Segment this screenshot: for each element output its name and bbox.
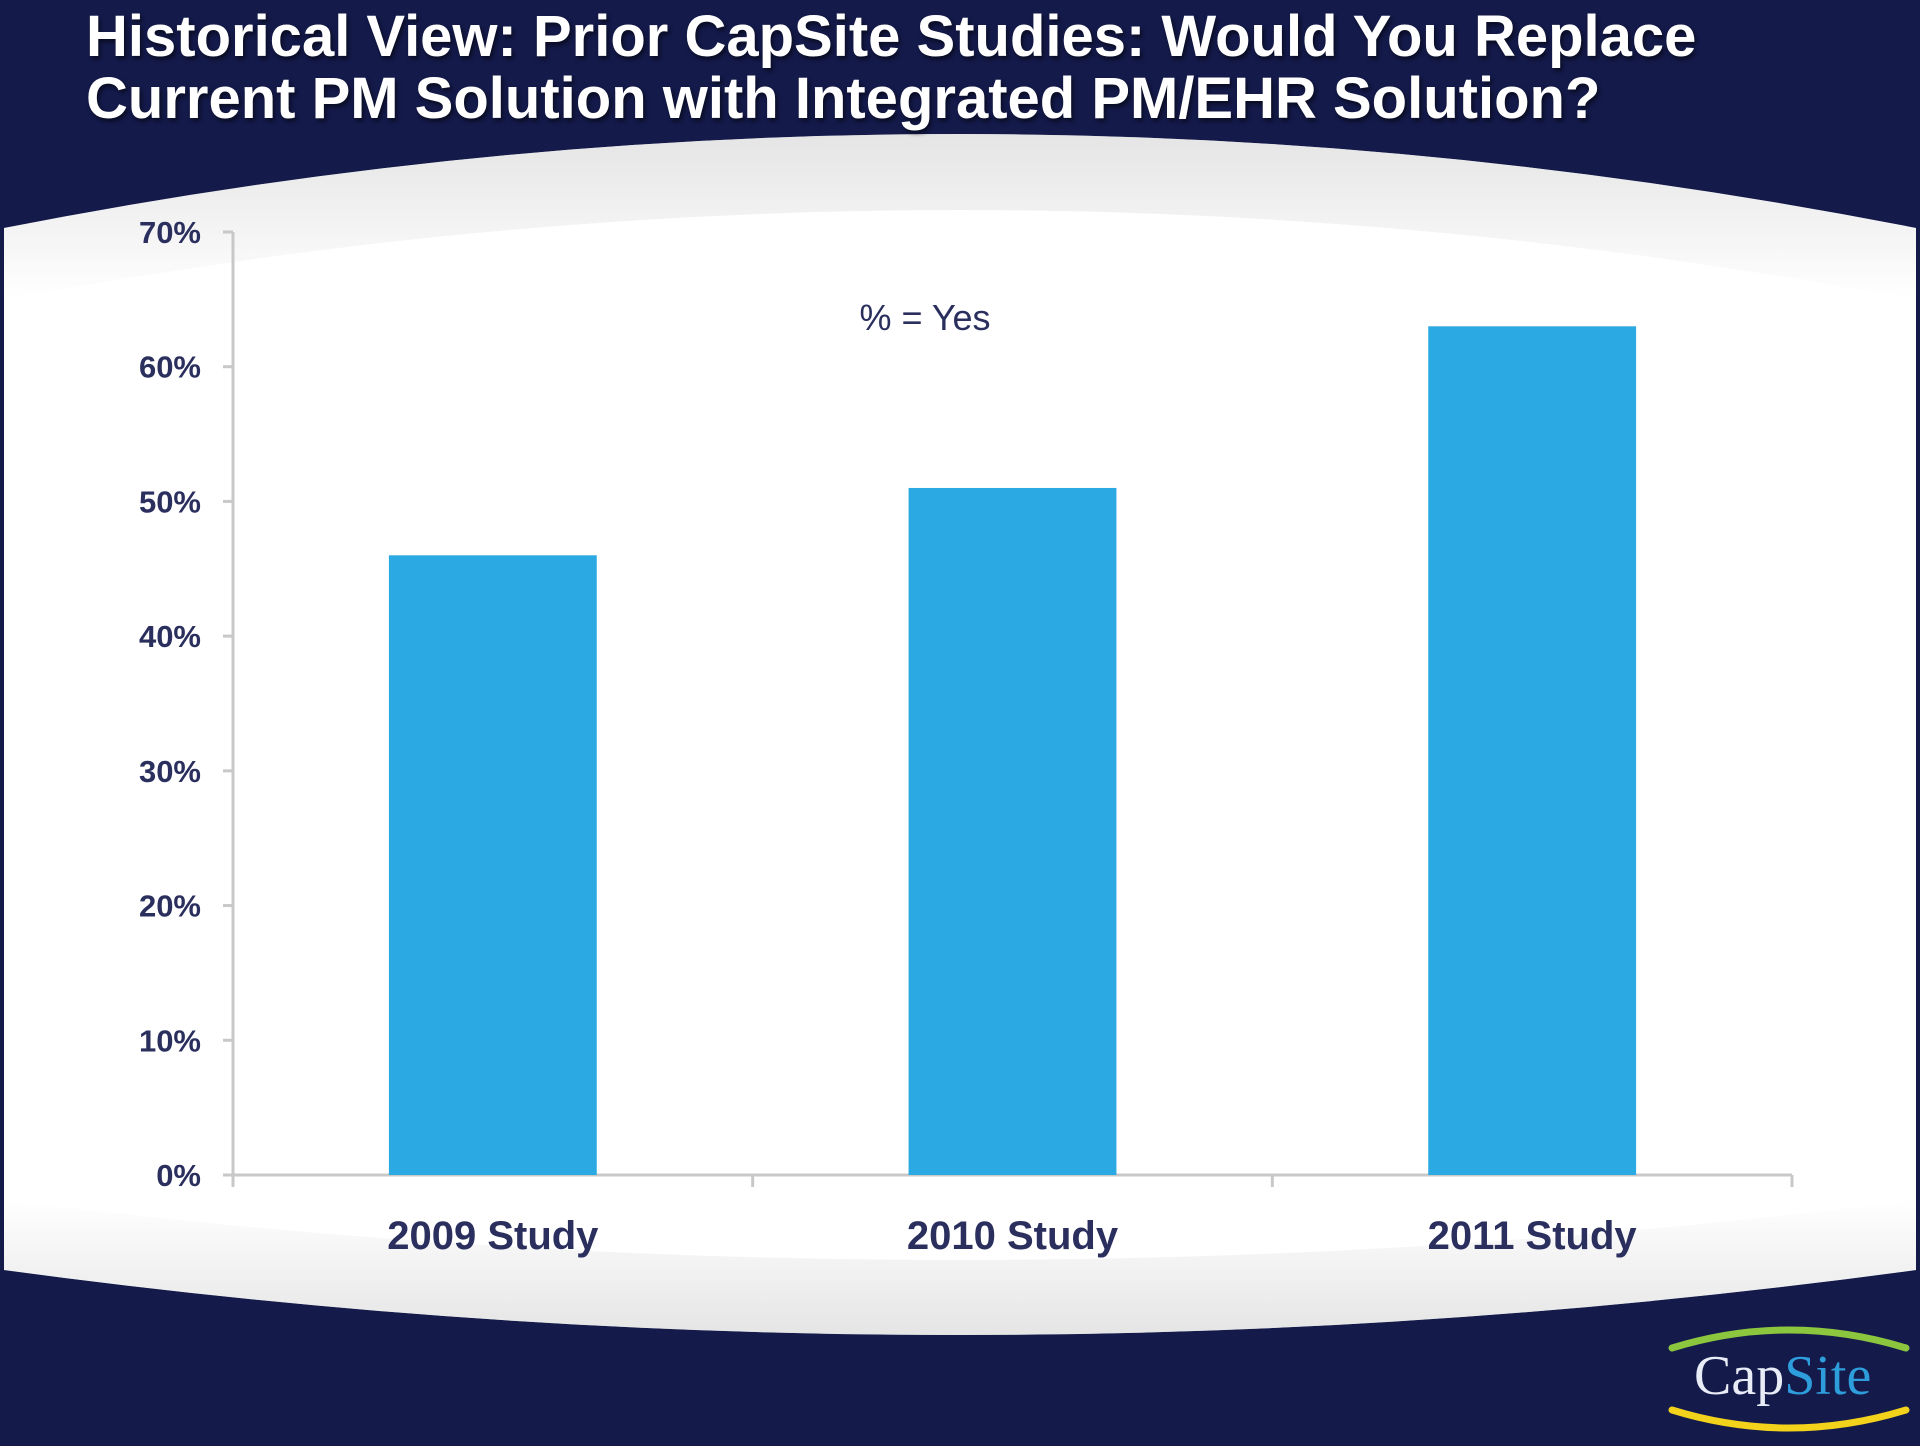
chart-annotation: % = Yes: [859, 297, 990, 338]
y-axis: 0% 10% 20% 30% 40% 50% 60% 70%: [139, 215, 235, 1193]
y-tick-label: 70%: [139, 215, 201, 250]
bars: [388, 326, 1637, 1175]
logo-text-site: Site: [1784, 1345, 1872, 1407]
bar: [1428, 326, 1637, 1175]
x-category-label: 2009 Study: [387, 1214, 599, 1258]
y-tick-label: 30%: [139, 754, 201, 789]
x-axis: 2009 Study 2010 Study 2011 Study: [231, 1173, 1794, 1258]
y-tick-label: 40%: [139, 619, 201, 654]
y-tick-label: 50%: [139, 484, 201, 519]
bar: [908, 487, 1117, 1175]
y-tick-label: 0%: [156, 1158, 201, 1193]
logo-arcs: [1668, 1326, 1910, 1432]
y-tick-label: 10%: [139, 1023, 201, 1058]
y-tick-label: 60%: [139, 350, 201, 385]
logo-text-cap: Cap: [1694, 1345, 1785, 1407]
capsite-logo: CapSite: [1664, 1318, 1914, 1442]
y-tick-label: 20%: [139, 889, 201, 924]
slide-title: Historical View: Prior CapSite Studies: …: [86, 4, 1697, 131]
x-category-label: 2011 Study: [1428, 1214, 1638, 1258]
x-category-label: 2010 Study: [907, 1214, 1119, 1258]
bar: [388, 555, 597, 1175]
logo-wordmark: CapSite: [1694, 1346, 1871, 1406]
